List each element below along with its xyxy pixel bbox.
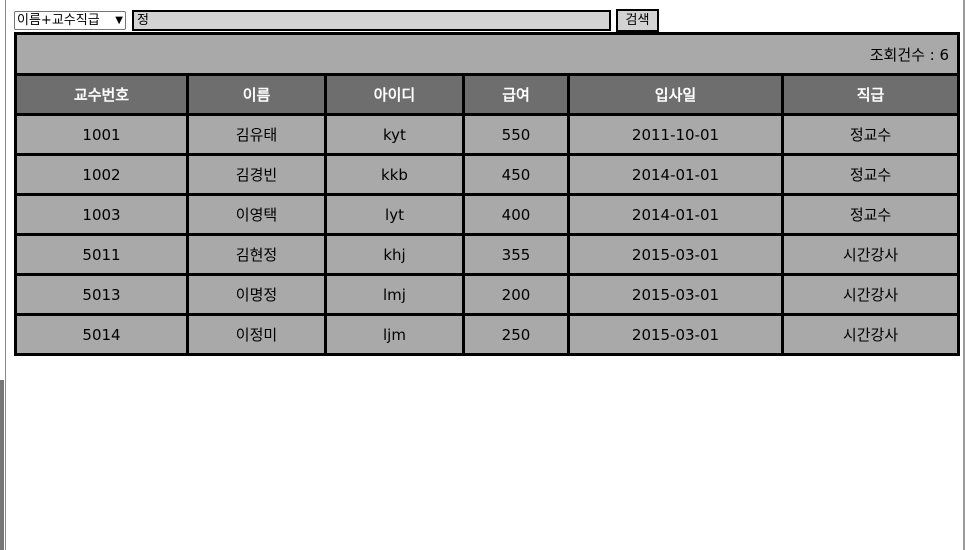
table-row: 1003 이영택 lyt 400 2014-01-01 정교수 xyxy=(14,193,961,236)
column-header-position: 직급 xyxy=(780,73,961,116)
column-header-id: 교수번호 xyxy=(14,73,189,116)
header-row: 교수번호 이름 아이디 급여 입사일 직급 xyxy=(14,73,961,116)
cell-salary: 200 xyxy=(462,273,570,316)
search-type-value: 이름+교수직급 xyxy=(17,13,100,28)
table-row: 1002 김경빈 kkb 450 2014-01-01 정교수 xyxy=(14,153,961,196)
table-row: 1001 김유태 kyt 550 2011-10-01 정교수 xyxy=(14,113,961,156)
cell-name: 이명정 xyxy=(186,273,327,316)
cell-userid: kyt xyxy=(324,113,465,156)
professor-table: 조회건수 : 6 교수번호 이름 아이디 급여 입사일 직급 1001 김유태 … xyxy=(13,32,961,356)
column-header-hiredate: 입사일 xyxy=(567,73,784,116)
cell-userid: lyt xyxy=(324,193,465,236)
cell-salary: 550 xyxy=(462,113,570,156)
cell-hiredate: 2014-01-01 xyxy=(567,153,784,196)
search-type-select[interactable]: 이름+교수직급 ▼ xyxy=(14,11,126,30)
cell-userid: lmj xyxy=(324,273,465,316)
cell-userid: kkb xyxy=(324,153,465,196)
search-input[interactable]: 정 xyxy=(132,10,611,31)
cell-userid: khj xyxy=(324,233,465,276)
cell-salary: 250 xyxy=(462,313,570,356)
cell-position: 시간강사 xyxy=(780,273,961,316)
column-header-salary: 급여 xyxy=(462,73,570,116)
cell-id: 5014 xyxy=(14,313,189,356)
window-left-scroll-mark xyxy=(0,380,4,550)
cell-id: 1001 xyxy=(14,113,189,156)
cell-name: 이정미 xyxy=(186,313,327,356)
cell-hiredate: 2015-03-01 xyxy=(567,273,784,316)
cell-position: 시간강사 xyxy=(780,313,961,356)
table-row: 5013 이명정 lmj 200 2015-03-01 시간강사 xyxy=(14,273,961,316)
cell-name: 김현정 xyxy=(186,233,327,276)
column-header-name: 이름 xyxy=(186,73,327,116)
count-row: 조회건수 : 6 xyxy=(13,32,961,76)
cell-id: 1003 xyxy=(14,193,189,236)
cell-salary: 400 xyxy=(462,193,570,236)
cell-name: 김유태 xyxy=(186,113,327,156)
cell-hiredate: 2015-03-01 xyxy=(567,313,784,356)
table-row: 5014 이정미 ljm 250 2015-03-01 시간강사 xyxy=(14,313,961,356)
cell-hiredate: 2011-10-01 xyxy=(567,113,784,156)
cell-userid: ljm xyxy=(324,313,465,356)
cell-name: 이영택 xyxy=(186,193,327,236)
cell-salary: 450 xyxy=(462,153,570,196)
cell-id: 5011 xyxy=(14,233,189,276)
search-button[interactable]: 검색 xyxy=(616,9,659,32)
result-count: 조회건수 : 6 xyxy=(13,32,961,76)
cell-id: 5013 xyxy=(14,273,189,316)
window-left-edge xyxy=(0,0,6,550)
cell-position: 정교수 xyxy=(780,193,961,236)
cell-position: 시간강사 xyxy=(780,233,961,276)
cell-id: 1002 xyxy=(14,153,189,196)
window-right-edge xyxy=(963,0,965,550)
cell-hiredate: 2014-01-01 xyxy=(567,193,784,236)
table-row: 5011 김현정 khj 355 2015-03-01 시간강사 xyxy=(14,233,961,276)
cell-hiredate: 2015-03-01 xyxy=(567,233,784,276)
cell-name: 김경빈 xyxy=(186,153,327,196)
cell-salary: 355 xyxy=(462,233,570,276)
chevron-down-icon: ▼ xyxy=(115,15,123,26)
column-header-userid: 아이디 xyxy=(324,73,465,116)
cell-position: 정교수 xyxy=(780,113,961,156)
cell-position: 정교수 xyxy=(780,153,961,196)
